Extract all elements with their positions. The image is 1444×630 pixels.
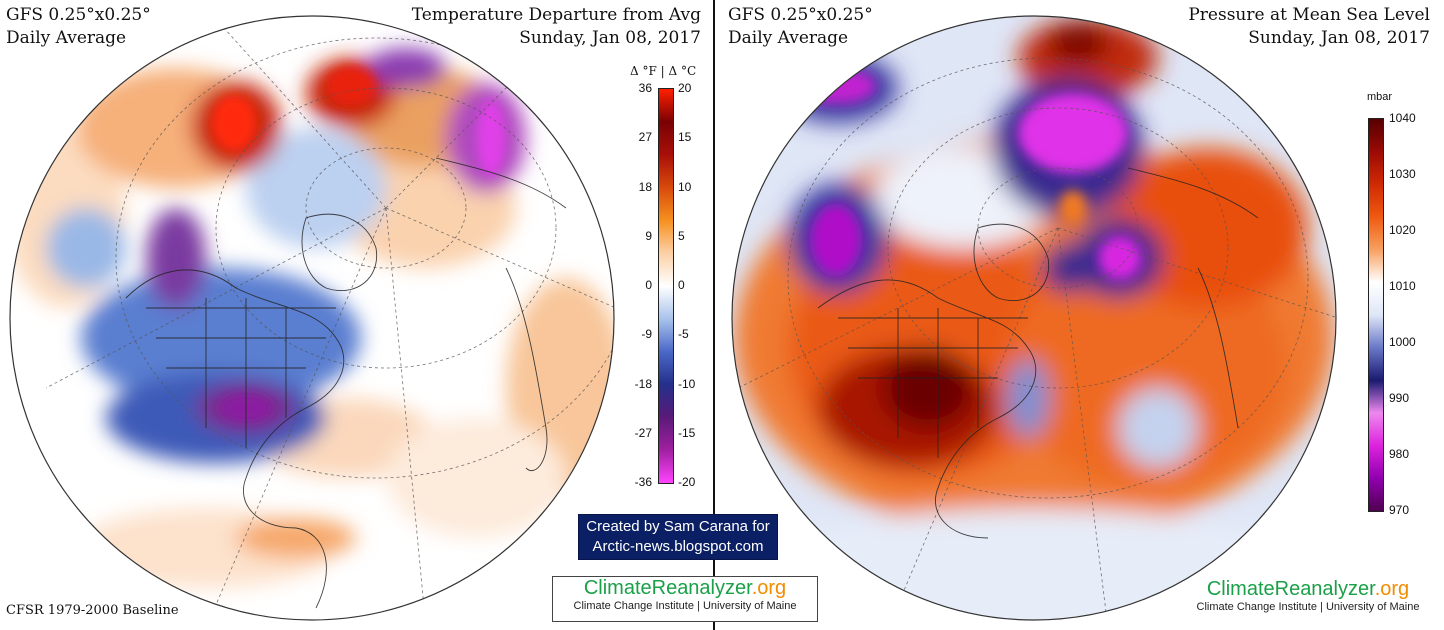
pressure-panel: GFS 0.25°x0.25° Daily Average Pressure a… [716,0,1444,630]
temperature-anomaly-globe[interactable] [6,8,618,628]
brand-logo-left[interactable]: ClimateReanalyzer.org Climate Change Ins… [552,576,818,622]
temperature-tick-f: -18 [634,376,652,391]
temperature-tick-f: -27 [634,425,652,440]
brand-logo-right[interactable]: ClimateReanalyzer.org Climate Change Ins… [1188,578,1428,613]
pressure-tick: 990 [1389,391,1410,405]
temperature-tick-c: 10 [678,179,692,194]
temperature-tick-c: -10 [678,376,696,391]
temperature-tick-f: 27 [638,130,652,145]
temperature-tick-f: 18 [638,179,652,194]
panel-divider [713,0,715,630]
brand-subtitle: Climate Change Institute | University of… [573,600,797,612]
brand-name-right: ClimateReanalyzer.org [1206,578,1410,600]
brand-name: ClimateReanalyzer.org [583,577,787,599]
pressure-tick: 1030 [1389,167,1416,181]
temperature-tick-f: -36 [634,475,652,489]
temperature-tick-c: -15 [678,425,696,440]
temperature-tick-c: 15 [678,130,692,145]
temperature-tick-c: 5 [678,228,685,243]
temperature-tick-c: 20 [678,81,692,95]
credit-line-2[interactable]: Arctic-news.blogspot.com [592,538,764,555]
pressure-tick: 1010 [1389,279,1416,293]
temperature-tick-f: -9 [641,327,652,342]
author-credit-box: Created by Sam Carana for Arctic-news.bl… [578,514,778,560]
pressure-tick: 1020 [1389,223,1416,237]
temperature-colorbar [658,88,674,484]
pressure-tick: 1000 [1389,335,1416,349]
left-map-title: Temperature Departure from Avg [411,5,701,25]
temperature-anomaly-panel: GFS 0.25°x0.25° Daily Average Temperatur… [0,0,713,630]
temperature-tick-f: 9 [645,228,652,243]
baseline-label: CFSR 1979-2000 Baseline [6,603,179,618]
pressure-tick: 1040 [1389,111,1416,125]
temperature-tick-f: 0 [645,278,652,292]
right-map-title: Pressure at Mean Sea Level [1188,5,1430,25]
right-period-label: Daily Average [728,28,849,48]
left-model-label: GFS 0.25°x0.25° [6,5,151,25]
temperature-tick-c: -20 [678,475,696,489]
right-model-label: GFS 0.25°x0.25° [728,5,873,25]
temperature-colorbar-title: Δ °F | Δ °C [630,64,697,78]
pressure-colorbar-title: mbar [1367,91,1393,103]
temperature-tick-c: 0 [678,278,685,292]
right-header-right: Pressure at Mean Sea Level Sunday, Jan 0… [1188,4,1430,50]
left-header-right: Temperature Departure from Avg Sunday, J… [412,4,701,50]
pressure-colorbar [1368,118,1384,512]
pressure-tick: 980 [1389,447,1410,461]
temperature-tick-c: -5 [678,327,689,342]
right-map-date: Sunday, Jan 08, 2017 [1248,28,1430,48]
left-header-left: GFS 0.25°x0.25° Daily Average [6,4,151,50]
temperature-tick-f: 36 [638,81,652,95]
pressure-tick: 970 [1389,503,1410,517]
left-period-label: Daily Average [6,28,127,48]
brand-subtitle-right: Climate Change Institute | University of… [1196,601,1420,613]
pressure-globe[interactable] [728,8,1340,628]
right-header-left: GFS 0.25°x0.25° Daily Average [728,4,873,50]
credit-line-1: Created by Sam Carana for [586,518,770,535]
left-map-date: Sunday, Jan 08, 2017 [519,28,701,48]
